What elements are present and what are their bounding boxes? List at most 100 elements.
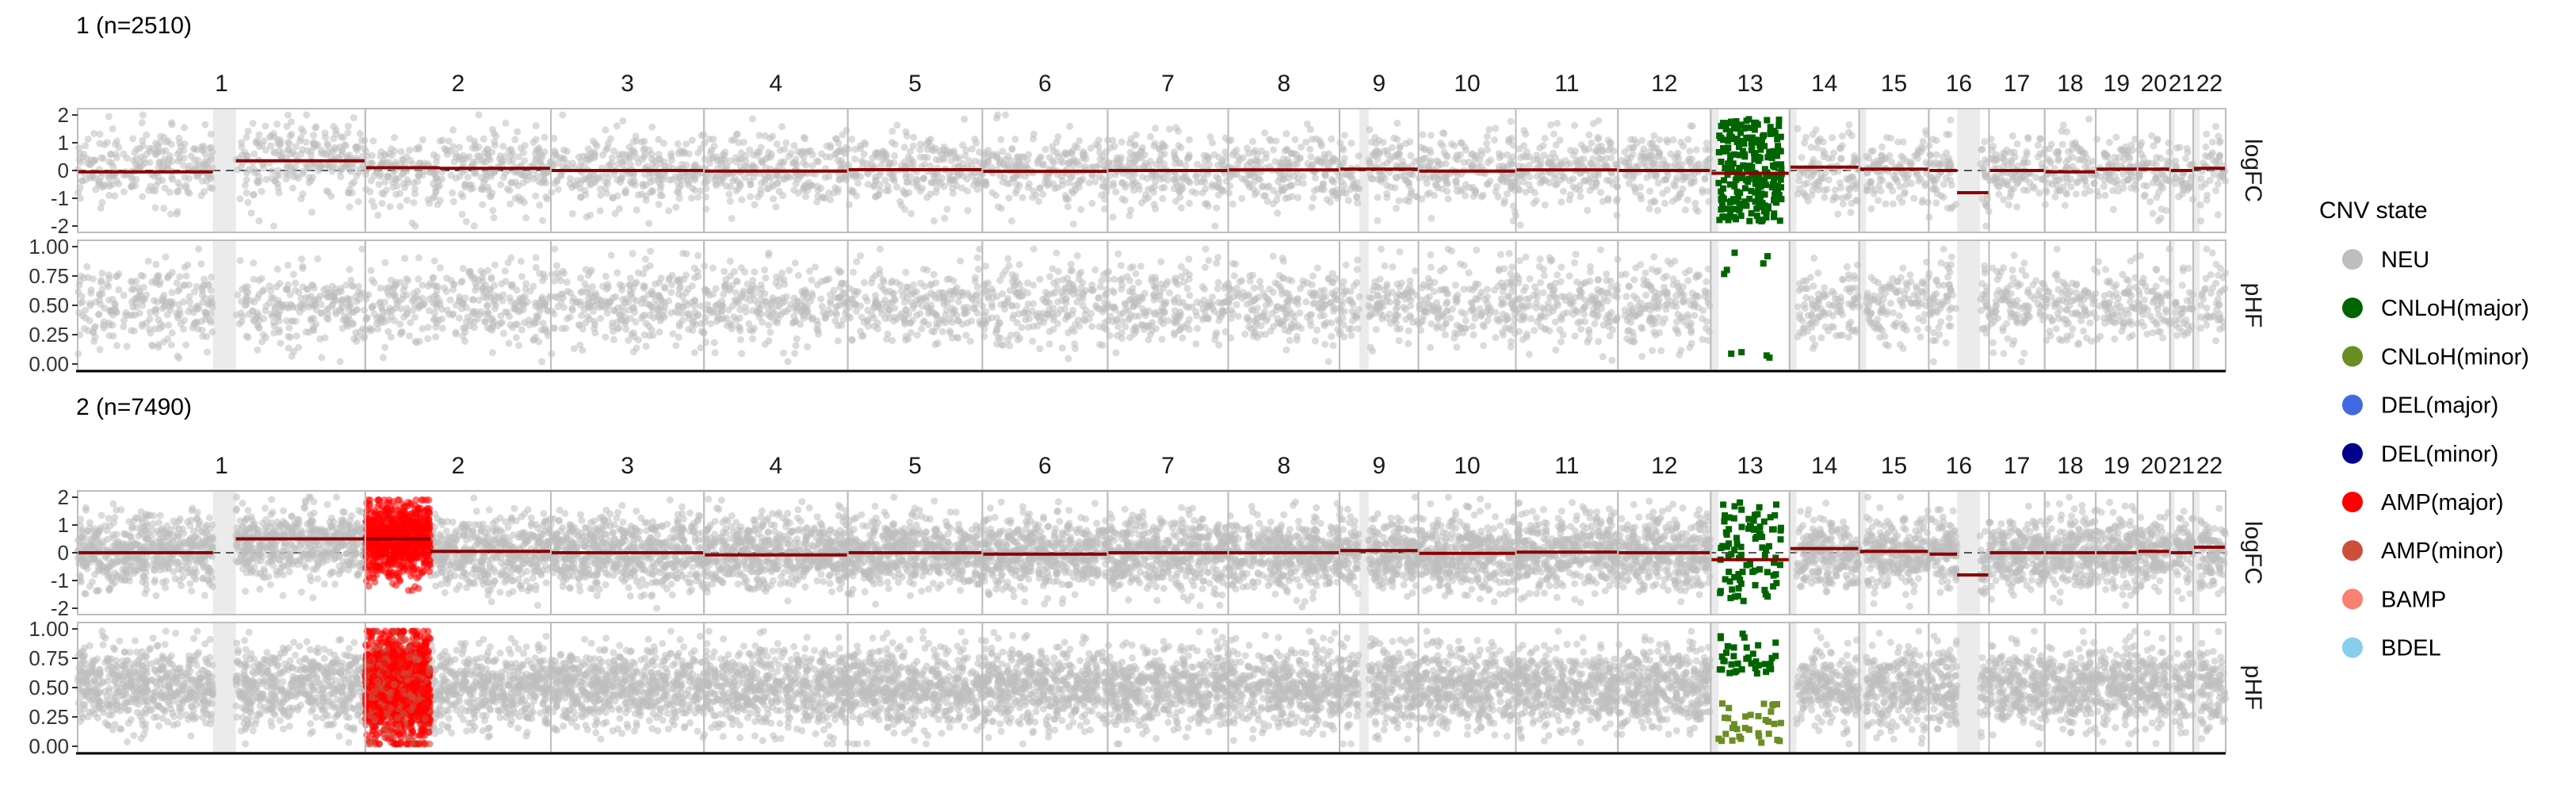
- point-neu: [2024, 134, 2031, 141]
- point-neu: [1371, 134, 1378, 141]
- point-neu: [466, 268, 473, 275]
- point-neu: [276, 148, 283, 155]
- point-neu: [1805, 197, 1812, 205]
- point-neu: [1820, 153, 1827, 160]
- point-neu: [1693, 146, 1700, 153]
- point-neu: [564, 148, 571, 155]
- point-neu: [2084, 155, 2091, 162]
- point-neu: [798, 151, 805, 158]
- point-neu: [385, 159, 392, 166]
- point-neu: [1918, 144, 1925, 151]
- point-neu: [1300, 173, 1307, 180]
- point-neu: [982, 181, 989, 188]
- point-neu: [822, 174, 829, 181]
- point-neu: [2021, 159, 2028, 167]
- point-neu: [369, 326, 376, 333]
- point-neu: [1366, 126, 1373, 133]
- point-neu: [1603, 155, 1610, 162]
- point-neu: [1213, 205, 1220, 212]
- point-neu: [386, 150, 393, 157]
- point-neu: [181, 282, 188, 289]
- point-neu: [886, 159, 893, 167]
- point-neu: [1810, 131, 1817, 138]
- point-neu: [751, 201, 759, 209]
- point-neu: [97, 346, 104, 353]
- point-neu: [1823, 186, 1830, 193]
- point-neu: [2063, 164, 2070, 171]
- point-neu: [358, 136, 365, 144]
- point-neu: [562, 325, 569, 332]
- point-neu: [1118, 139, 1126, 146]
- point-neu: [299, 262, 306, 270]
- point-neu: [1675, 155, 1682, 162]
- point-neu: [437, 197, 444, 204]
- point-neu: [737, 163, 744, 171]
- point-neu: [1517, 221, 1524, 228]
- point-neu: [1943, 174, 1950, 182]
- point-neu: [1933, 175, 1940, 182]
- point-neu: [514, 320, 521, 328]
- point-neu: [152, 204, 159, 211]
- point-neu: [901, 144, 908, 151]
- point-neu: [635, 336, 642, 343]
- point-cnloh-major: [1718, 206, 1724, 213]
- point-neu: [143, 132, 150, 139]
- point-neu: [1531, 190, 1538, 197]
- point-neu: [185, 175, 193, 182]
- point-neu: [781, 146, 788, 153]
- point-neu: [1979, 146, 1986, 153]
- point-neu: [1829, 134, 1836, 141]
- point-neu: [1851, 152, 1858, 159]
- point-neu: [602, 127, 609, 134]
- point-neu: [1328, 136, 1335, 143]
- point-neu: [195, 163, 202, 170]
- point-neu: [641, 331, 648, 339]
- point-neu: [648, 151, 655, 158]
- point-neu: [174, 288, 182, 295]
- point-neu: [2032, 174, 2039, 181]
- point-neu: [2036, 135, 2043, 142]
- point-neu: [630, 348, 637, 355]
- point-neu: [2014, 140, 2021, 148]
- point-neu: [2000, 196, 2007, 203]
- point-neu: [1366, 156, 1373, 163]
- point-neu: [648, 291, 655, 298]
- point-neu: [285, 262, 292, 269]
- point-neu: [1285, 174, 1292, 182]
- point-neu: [180, 298, 187, 305]
- point-neu: [105, 113, 113, 120]
- point-neu: [1244, 162, 1251, 169]
- point-neu: [1393, 205, 1400, 212]
- point-neu: [778, 123, 785, 130]
- point-neu: [1943, 131, 1950, 138]
- point-neu: [893, 183, 900, 190]
- point-neu: [185, 308, 192, 316]
- point-neu: [602, 178, 609, 186]
- point-neu: [169, 121, 176, 128]
- point-neu: [250, 259, 257, 266]
- point-neu: [1921, 182, 1928, 189]
- point-neu: [491, 282, 498, 289]
- point-neu: [1249, 138, 1256, 145]
- point-neu: [2043, 186, 2050, 194]
- point-neu: [712, 176, 719, 183]
- point-neu: [482, 171, 489, 178]
- point-neu: [1794, 190, 1802, 197]
- point-neu: [430, 293, 437, 301]
- point-neu: [1244, 144, 1251, 151]
- point-neu: [814, 193, 821, 200]
- point-neu: [396, 279, 403, 286]
- point-neu: [303, 139, 310, 146]
- point-cnloh-major: [1753, 205, 1760, 212]
- point-neu: [403, 197, 411, 204]
- point-neu: [931, 217, 938, 224]
- point-neu: [590, 308, 597, 315]
- point-neu: [461, 181, 468, 188]
- point-neu: [148, 342, 155, 349]
- point-neu: [681, 172, 688, 179]
- point-neu: [111, 301, 118, 308]
- point-neu: [1995, 190, 2002, 197]
- point-neu: [500, 330, 507, 337]
- point-neu: [120, 292, 128, 299]
- point-neu: [1433, 157, 1440, 164]
